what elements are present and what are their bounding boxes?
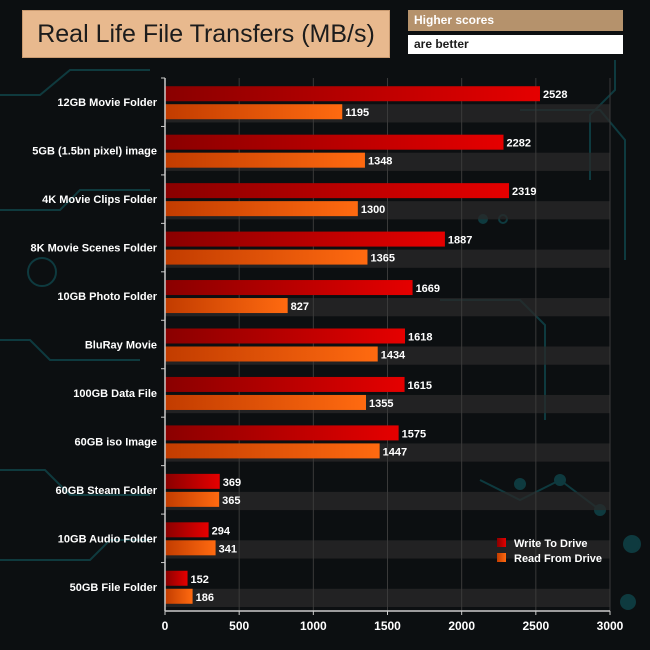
- category-label: 60GB iso Image: [74, 436, 157, 448]
- write-bar: [165, 376, 405, 392]
- legend-label-write: Write To Drive: [514, 538, 588, 550]
- read-value-label: 1348: [368, 156, 392, 168]
- read-bar: [165, 443, 380, 459]
- write-value-label: 1575: [402, 428, 426, 440]
- chart-title: Real Life File Transfers (MB/s): [22, 10, 390, 58]
- category-label: 10GB Audio Folder: [58, 533, 158, 545]
- read-value-label: 1434: [381, 350, 406, 362]
- write-value-label: 2528: [543, 89, 567, 101]
- legend-label-read: Read From Drive: [514, 553, 602, 565]
- higher-scores-note: Higher scores: [408, 10, 623, 31]
- category-label: 5GB (1.5bn pixel) image: [32, 146, 157, 158]
- x-tick-label: 0: [162, 619, 169, 633]
- write-bar: [165, 280, 413, 296]
- write-bar: [165, 425, 399, 441]
- read-bar: [165, 588, 193, 604]
- x-tick-label: 3000: [597, 619, 624, 633]
- category-label: 8K Movie Scenes Folder: [30, 243, 157, 255]
- write-value-label: 294: [212, 525, 231, 537]
- write-bar: [165, 134, 504, 150]
- x-tick-label: 2000: [448, 619, 475, 633]
- category-label: 4K Movie Clips Folder: [42, 194, 158, 206]
- read-value-label: 827: [291, 301, 309, 313]
- x-tick-label: 1500: [374, 619, 401, 633]
- read-bar: [165, 104, 343, 120]
- category-label: 100GB Data File: [73, 388, 157, 400]
- are-better-note: are better: [408, 35, 623, 54]
- legend-swatch-write: [497, 538, 506, 547]
- legend-swatch-read: [497, 553, 506, 562]
- read-value-label: 1300: [361, 204, 385, 216]
- write-bar: [165, 183, 509, 199]
- read-bar: [165, 346, 378, 362]
- write-bar: [165, 473, 220, 489]
- category-label: 50GB File Folder: [70, 582, 158, 594]
- write-value-label: 1887: [448, 235, 472, 247]
- category-label: 12GB Movie Folder: [57, 97, 157, 109]
- write-bar: [165, 328, 406, 344]
- write-value-label: 2282: [506, 138, 530, 150]
- read-bar: [165, 491, 220, 507]
- read-bar: [165, 152, 365, 168]
- read-value-label: 1365: [370, 253, 394, 265]
- category-label: 10GB Photo Folder: [57, 291, 157, 303]
- write-value-label: 152: [191, 574, 209, 586]
- x-tick-label: 2500: [522, 619, 549, 633]
- write-value-label: 1669: [416, 283, 440, 295]
- category-labels: 12GB Movie Folder 5GB (1.5bn pixel) image…: [30, 97, 157, 594]
- x-tick-label: 1000: [300, 619, 327, 633]
- x-tick-labels: 0 500 1000 1500 2000 2500 3000: [162, 619, 624, 633]
- write-bar: [165, 522, 209, 538]
- write-value-label: 1615: [408, 380, 432, 392]
- category-label: 60GB Steam Folder: [56, 485, 158, 497]
- write-value-label: 2319: [512, 186, 536, 198]
- value-labels: 2528 1195 2282 1348 2319 1300 1887 1365 1669 827 1…: [191, 89, 568, 604]
- axes: [161, 77, 611, 615]
- write-bar: [165, 86, 540, 102]
- category-label: BluRay Movie: [85, 340, 157, 352]
- read-bar: [165, 394, 366, 410]
- write-bar: [165, 231, 445, 247]
- read-value-label: 1447: [383, 446, 407, 458]
- read-value-label: 341: [219, 543, 237, 555]
- legend: Write To Drive Read From Drive: [497, 538, 602, 565]
- write-value-label: 1618: [408, 332, 432, 344]
- read-bar: [165, 298, 288, 314]
- read-value-label: 1195: [345, 107, 369, 119]
- read-bar: [165, 201, 358, 217]
- read-value-label: 186: [196, 592, 214, 604]
- read-value-label: 365: [222, 495, 240, 507]
- read-value-label: 1355: [369, 398, 393, 410]
- read-bar: [165, 249, 368, 265]
- write-value-label: 369: [223, 477, 241, 489]
- read-bar: [165, 540, 216, 556]
- write-bar: [165, 570, 188, 586]
- x-tick-label: 500: [229, 619, 249, 633]
- bars: [165, 86, 540, 604]
